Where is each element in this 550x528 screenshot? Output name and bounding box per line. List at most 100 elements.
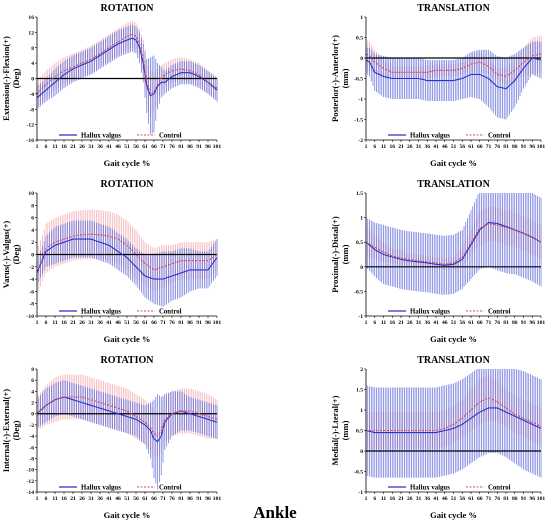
x-tick-label: 61 <box>142 496 148 502</box>
y-tick-label: 16 <box>28 15 34 21</box>
x-tick-label: 101 <box>537 496 546 502</box>
x-tick-label: 31 <box>416 144 422 150</box>
x-tick-label: 56 <box>133 144 139 150</box>
x-tick-label: 36 <box>97 320 103 326</box>
y-axis-unit: (Deg) <box>11 244 21 264</box>
x-axis-label: Gait cycle % <box>430 510 477 520</box>
x-tick-label: 1 <box>365 144 368 150</box>
y-tick-label: 10 <box>28 191 34 197</box>
y-tick-label: -10 <box>27 314 35 320</box>
legend-label-control: Control <box>159 309 182 316</box>
x-tick-label: 26 <box>79 320 85 326</box>
x-tick-label: 66 <box>151 496 157 502</box>
y-tick-label: 0 <box>31 412 34 418</box>
y-tick-label: 0 <box>31 77 34 83</box>
x-tick-label: 86 <box>187 496 193 502</box>
legend-label-hallux-valgus: Hallux valgus <box>81 309 121 316</box>
x-tick-label: 6 <box>45 320 48 326</box>
y-tick-label: -8 <box>29 456 34 462</box>
y-axis-label: Extension(-)-Flexion(+)(Deg) <box>1 36 21 121</box>
y-tick-label: 8 <box>31 203 34 209</box>
x-tick-label: 76 <box>494 496 500 502</box>
y-tick-label: -4 <box>29 277 34 283</box>
x-tick-label: 11 <box>381 320 386 326</box>
x-tick-label: 101 <box>537 144 546 150</box>
y-tick-label: -14 <box>27 490 35 496</box>
y-tick-label: -10 <box>27 468 35 474</box>
x-tick-label: 11 <box>52 144 57 150</box>
x-tick-label: 41 <box>433 144 439 150</box>
x-tick-label: 76 <box>169 320 175 326</box>
legend-label-control: Control <box>488 309 511 316</box>
y-tick-label: -16 <box>27 138 35 144</box>
x-tick-label: 101 <box>213 320 222 326</box>
y-tick-label: -0.5 <box>354 289 363 295</box>
mean-line-hallux-valgus <box>365 57 542 90</box>
y-tick-label: 6 <box>31 216 34 222</box>
legend-label-control: Control <box>159 133 182 140</box>
legend: Hallux valgus Control <box>59 485 182 492</box>
x-tick-label: 76 <box>169 496 175 502</box>
mean-line-control <box>365 53 542 78</box>
x-tick-label: 51 <box>451 320 457 326</box>
x-tick-label: 41 <box>433 496 439 502</box>
chart-panel-2: TRANSLATION-2-1.5-1-0.500.511 6 11 16 21 26 31… <box>330 3 545 168</box>
x-tick-label: 36 <box>424 320 430 326</box>
y-tick-label: 2 <box>360 367 363 373</box>
chart-title: ROTATION <box>101 355 155 366</box>
mean-line-hallux-valgus <box>365 407 542 434</box>
x-tick-label: 26 <box>79 496 85 502</box>
sd-band-hallux-valgus <box>365 193 542 295</box>
mean-line-control <box>366 397 542 432</box>
x-tick-label: 96 <box>529 496 535 502</box>
y-tick-label: 1 <box>360 15 363 21</box>
x-tick-label: 56 <box>459 320 465 326</box>
x-tick-label: 56 <box>459 496 465 502</box>
x-tick-label: 81 <box>503 320 509 326</box>
x-tick-label: 86 <box>512 320 518 326</box>
legend-label-hallux-valgus: Hallux valgus <box>410 133 450 140</box>
x-tick-label: 56 <box>133 320 139 326</box>
y-tick-label: -2 <box>358 138 363 144</box>
y-tick-label: 4 <box>31 389 34 395</box>
x-tick-label: 11 <box>381 144 386 150</box>
x-tick-label: 11 <box>381 496 386 502</box>
chart-title: TRANSLATION <box>417 355 490 366</box>
legend: Hallux valgus Control <box>59 309 182 316</box>
y-axis-unit: (Deg) <box>11 68 21 88</box>
x-tick-label: 66 <box>477 496 483 502</box>
x-tick-label: 46 <box>115 496 121 502</box>
chart-title: TRANSLATION <box>417 3 490 14</box>
x-tick-label: 6 <box>45 496 48 502</box>
x-tick-label: 66 <box>477 144 483 150</box>
legend-label-hallux-valgus: Hallux valgus <box>81 485 121 492</box>
x-tick-label: 56 <box>133 496 139 502</box>
x-tick-label: 21 <box>70 496 76 502</box>
sd-band-hallux-valgus <box>36 24 218 135</box>
x-tick-label: 41 <box>433 320 439 326</box>
x-tick-label: 6 <box>373 144 376 150</box>
y-tick-label: 8 <box>31 46 34 52</box>
x-tick-label: 6 <box>373 496 376 502</box>
x-tick-label: 16 <box>389 320 395 326</box>
x-tick-label: 21 <box>398 320 404 326</box>
x-tick-label: 96 <box>529 144 535 150</box>
x-tick-label: 41 <box>106 144 112 150</box>
x-tick-label: 86 <box>187 320 193 326</box>
x-tick-label: 61 <box>468 320 474 326</box>
x-tick-label: 71 <box>160 496 166 502</box>
x-tick-label: 46 <box>442 144 448 150</box>
x-tick-label: 51 <box>124 320 130 326</box>
mean-line-control <box>36 396 218 437</box>
y-tick-label: 1.5 <box>356 191 363 197</box>
x-tick-label: 71 <box>486 496 492 502</box>
x-tick-label: 76 <box>169 144 175 150</box>
y-axis-unit: (mm) <box>340 420 350 440</box>
y-tick-label: -6 <box>29 289 34 295</box>
x-tick-label: 36 <box>97 144 103 150</box>
y-tick-label: 0 <box>360 449 363 455</box>
y-tick-label: 0 <box>360 56 363 62</box>
x-tick-label: 1 <box>36 496 39 502</box>
